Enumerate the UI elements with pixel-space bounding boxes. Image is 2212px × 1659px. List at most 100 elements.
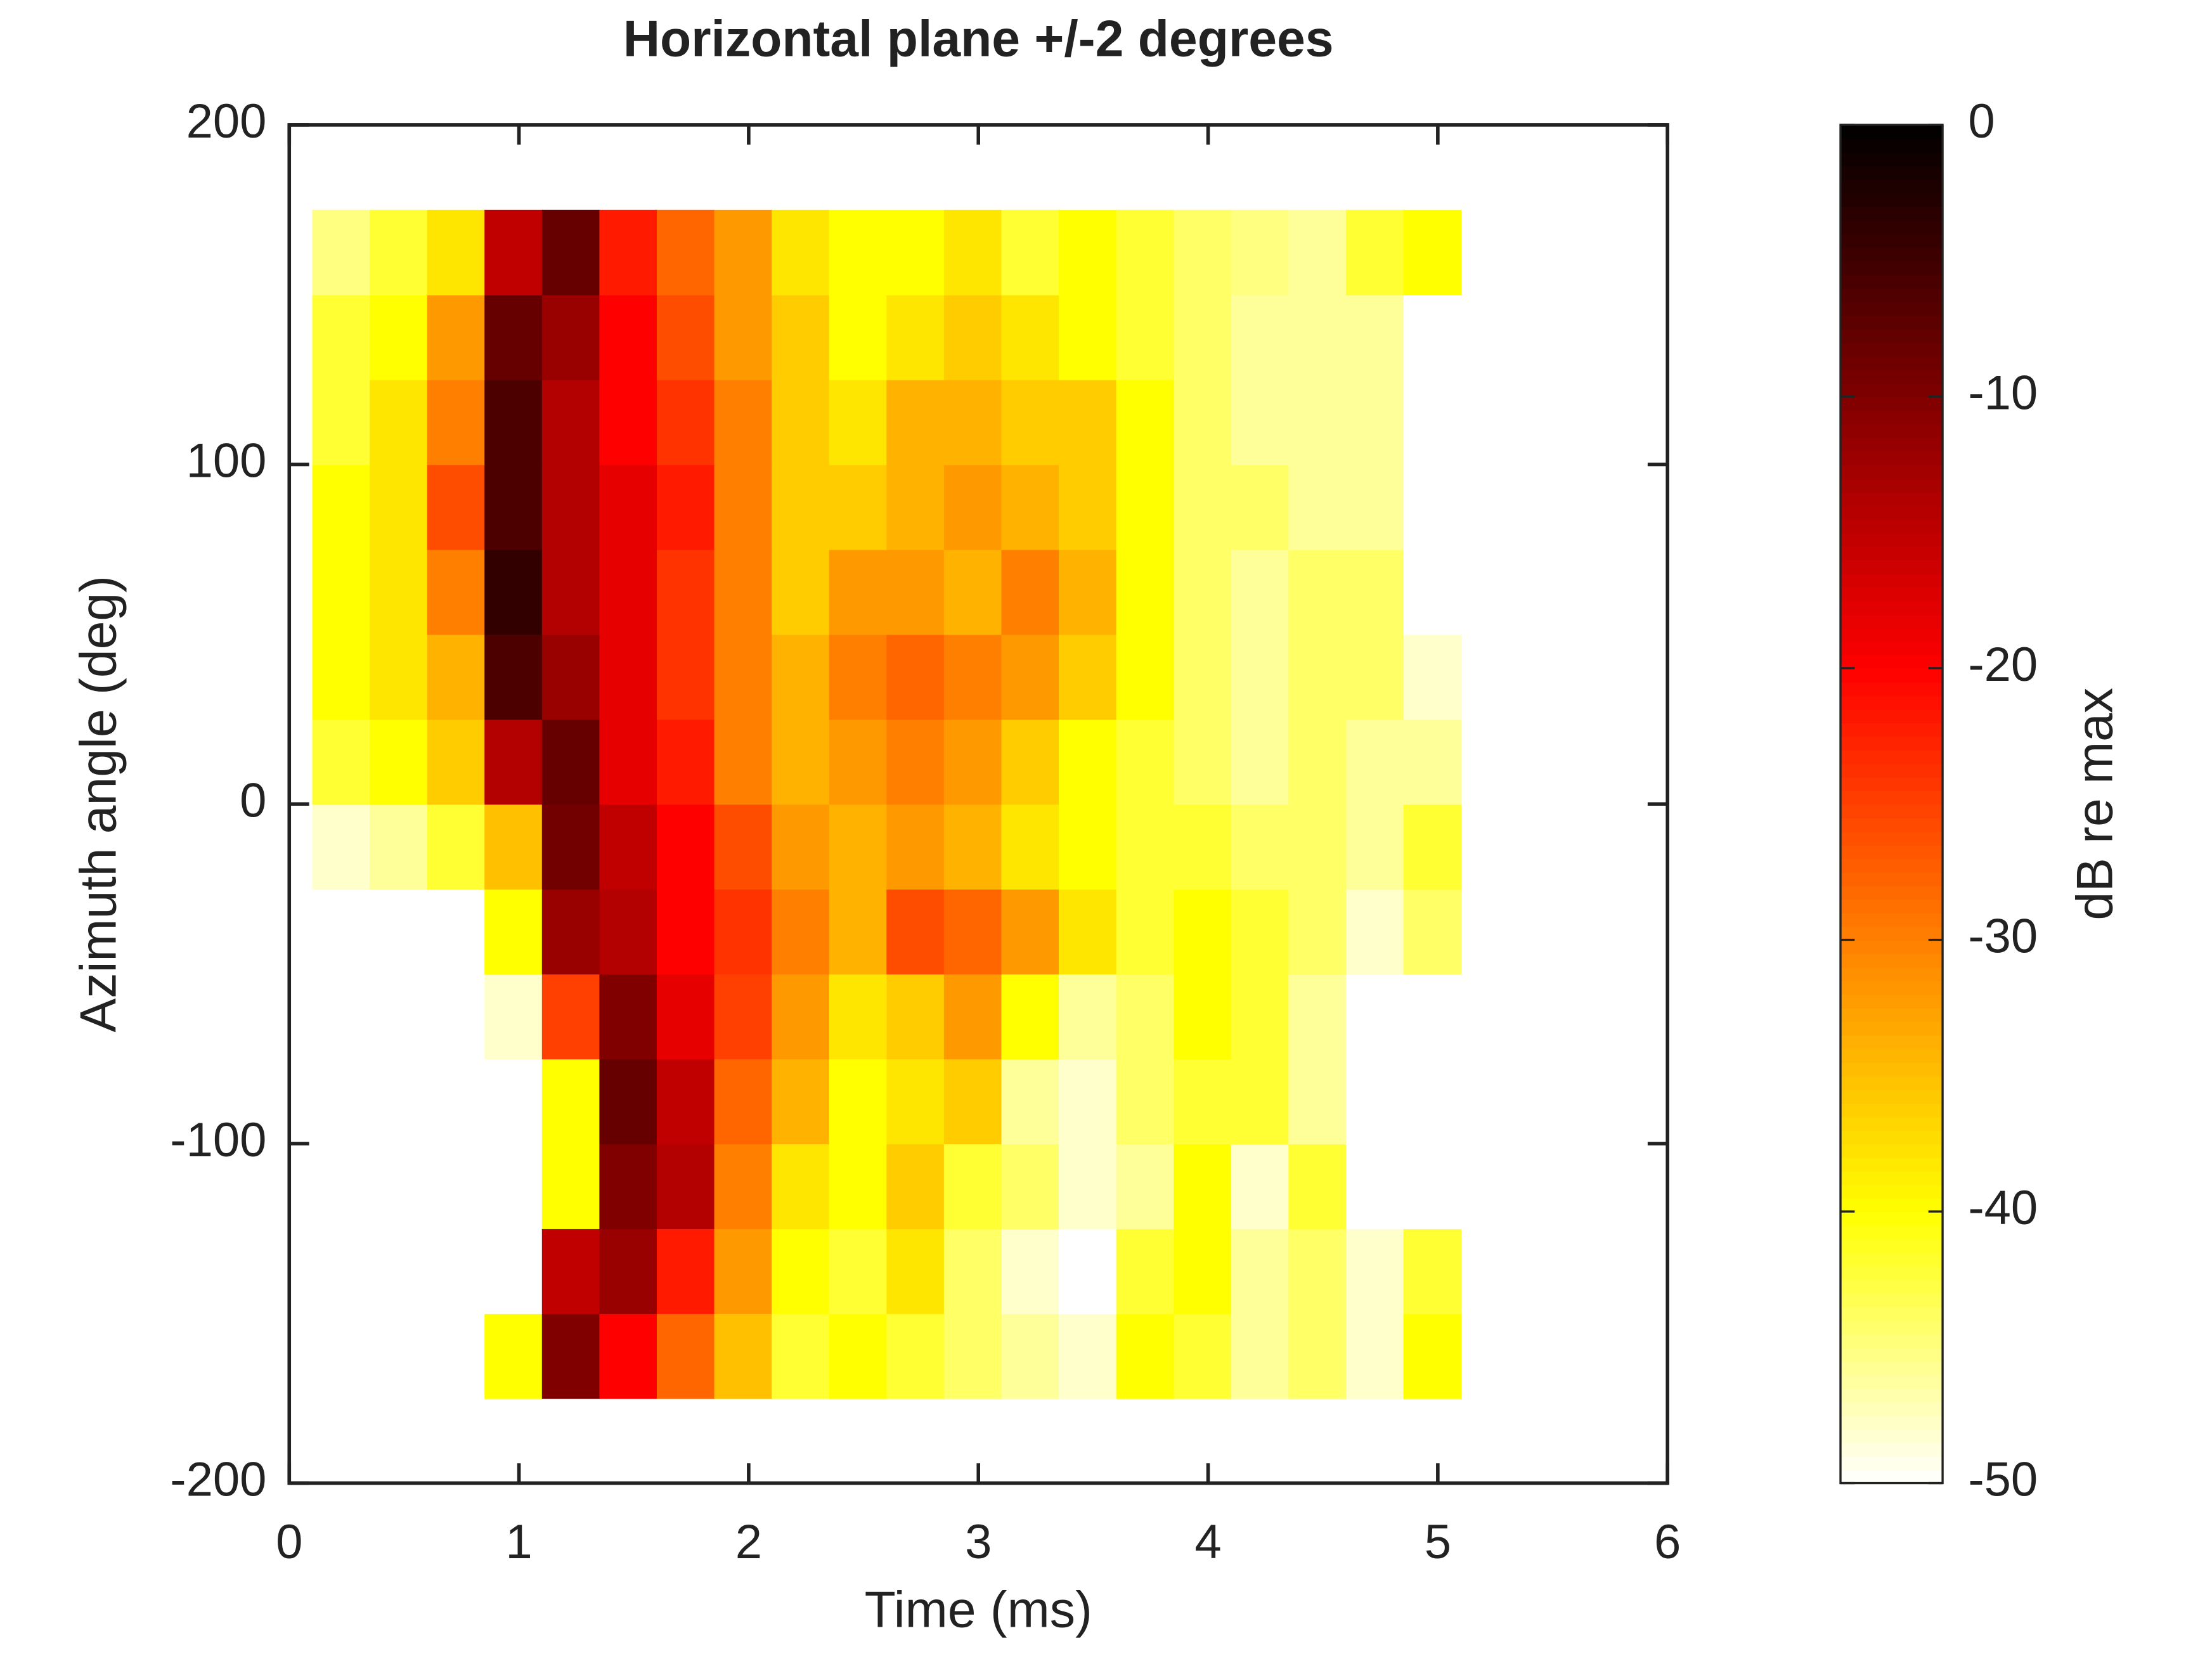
colorbar-segment [1840, 586, 1943, 602]
heatmap-cell [714, 379, 773, 465]
heatmap-cell [1116, 1228, 1175, 1314]
heatmap-cell [427, 1143, 486, 1229]
heatmap-cell [312, 1313, 371, 1399]
heatmap-cell [1345, 1058, 1404, 1145]
colorbar-segment [1840, 912, 1943, 927]
heatmap-cell [599, 209, 658, 295]
heatmap-cell [1288, 379, 1347, 465]
heatmap-cell [886, 634, 945, 720]
colorbar-segment [1840, 1428, 1943, 1443]
heatmap-cell [312, 719, 371, 805]
heatmap-cell [1231, 464, 1290, 550]
heatmap-cell [772, 634, 830, 720]
colorbar-segment [1840, 777, 1943, 792]
heatmap-cell [943, 379, 1002, 465]
heatmap-cell [541, 1228, 600, 1314]
heatmap-cell [1001, 209, 1060, 295]
heatmap-cell [714, 464, 773, 550]
heatmap-cell [714, 974, 773, 1060]
heatmap-cell [312, 464, 371, 550]
colorbar-segment [1840, 939, 1943, 955]
colorbar-segment [1840, 572, 1943, 588]
heatmap-cell [656, 634, 715, 720]
colorbar-segment [1840, 464, 1943, 479]
colorbar-tick-label: -50 [1968, 1453, 2038, 1507]
heatmap-cell [829, 549, 888, 635]
heatmap-cell [772, 1143, 830, 1229]
heatmap-cell [599, 634, 658, 720]
heatmap-cell [541, 634, 600, 720]
colorbar-segment [1840, 559, 1943, 574]
heatmap-cell [427, 379, 486, 465]
colorbar-segment [1840, 1320, 1943, 1335]
colorbar-segment [1840, 451, 1943, 465]
heatmap-cell [312, 974, 371, 1060]
heatmap-cell [829, 294, 888, 380]
heatmap-cell [427, 1228, 486, 1314]
heatmap-cell [599, 889, 658, 975]
colorbar-segment [1840, 614, 1943, 629]
heatmap-cell [1231, 1143, 1290, 1229]
heatmap-cell [772, 974, 830, 1060]
heatmap-cell [1001, 1313, 1060, 1399]
heatmap-cell [1345, 379, 1404, 465]
colorbar-segment [1840, 193, 1943, 207]
colorbar-segment [1840, 410, 1943, 425]
heatmap-cell [1001, 1058, 1060, 1145]
colorbar-segment [1840, 1469, 1943, 1484]
heatmap-cell [1288, 1228, 1347, 1314]
heatmap-cell [599, 464, 658, 550]
colorbar-segment [1840, 1401, 1943, 1416]
heatmap-cell [772, 719, 830, 805]
colorbar-segment [1840, 763, 1943, 778]
colorbar-segment [1840, 967, 1943, 982]
heatmap-cell [772, 889, 830, 975]
colorbar-segment [1840, 681, 1943, 697]
heatmap-cell [1288, 719, 1347, 805]
heatmap-cell [1403, 889, 1462, 975]
heatmap-cell [1403, 1313, 1462, 1399]
heatmap-cell [1001, 974, 1060, 1060]
heatmap-cell [943, 549, 1002, 635]
colorbar-segment [1840, 1238, 1943, 1253]
heatmap-cell [656, 1143, 715, 1229]
heatmap-cell [1288, 889, 1347, 975]
colorbar-segment [1840, 546, 1943, 560]
heatmap-cell [1288, 464, 1347, 550]
colorbar-segment [1840, 627, 1943, 642]
colorbar-segment [1840, 1442, 1943, 1457]
heatmap-cell [1403, 549, 1462, 635]
heatmap-cell [599, 549, 658, 635]
heatmap-cell [1059, 719, 1117, 805]
colorbar-segment [1840, 1293, 1943, 1308]
heatmap-cell [656, 804, 715, 890]
heatmap-cell [886, 1143, 945, 1229]
heatmap-cell [541, 1058, 600, 1145]
heatmap-cell [714, 634, 773, 720]
heatmap-cell [370, 719, 428, 805]
colorbar-segment [1840, 736, 1943, 751]
colorbar-segment [1840, 1307, 1943, 1321]
y-tick-label: 100 [186, 434, 267, 488]
heatmap-cell [1403, 1143, 1462, 1229]
heatmap-cell [1345, 549, 1404, 635]
colorbar-frame [1839, 124, 1944, 1485]
colorbar-segment [1840, 1360, 1943, 1376]
heatmap-cell [943, 974, 1002, 1060]
heatmap-cell [312, 1228, 371, 1314]
heatmap-cell [1174, 294, 1232, 380]
heatmap-cell [943, 1143, 1002, 1229]
colorbar-segment [1840, 1388, 1943, 1403]
heatmap-cell [1059, 549, 1117, 635]
heatmap-cell [829, 209, 888, 295]
heatmap-cell [1001, 889, 1060, 975]
y-tick-label: 200 [186, 94, 267, 148]
heatmap-cell [1231, 549, 1290, 635]
heatmap-cell [484, 209, 543, 295]
heatmap-cell [427, 294, 486, 380]
colorbar-segment [1840, 790, 1943, 805]
heatmap-cell [943, 464, 1002, 550]
heatmap-cell [1345, 974, 1404, 1060]
heatmap-cell [886, 1313, 945, 1399]
heatmap-cell [772, 209, 830, 295]
